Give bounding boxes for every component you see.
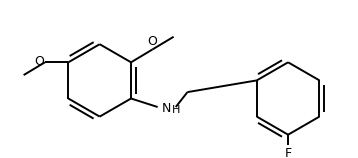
- Text: O: O: [34, 55, 44, 68]
- Text: O: O: [147, 35, 157, 49]
- Text: H: H: [171, 105, 180, 115]
- Text: N: N: [162, 102, 171, 115]
- Text: F: F: [285, 147, 292, 158]
